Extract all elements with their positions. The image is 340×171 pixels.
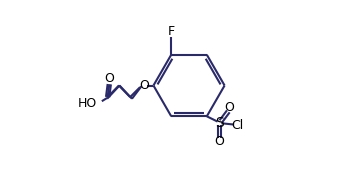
Text: S: S <box>215 116 224 130</box>
Text: O: O <box>214 135 224 148</box>
Text: F: F <box>168 25 175 38</box>
Text: O: O <box>139 79 149 92</box>
Text: O: O <box>104 72 114 85</box>
Text: O: O <box>224 101 234 114</box>
Text: HO: HO <box>77 97 97 110</box>
Text: Cl: Cl <box>232 119 244 131</box>
